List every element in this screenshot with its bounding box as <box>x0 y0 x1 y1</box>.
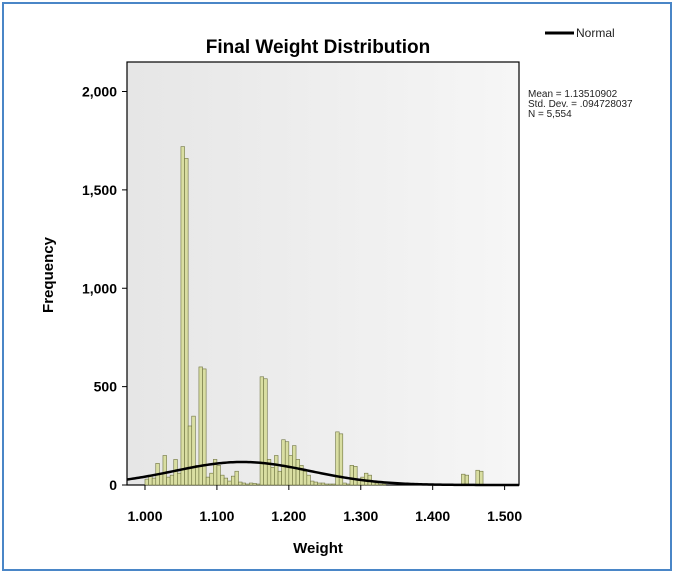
histogram-bar <box>180 146 185 486</box>
histogram-bar <box>310 480 315 486</box>
histogram-bar <box>191 415 196 486</box>
y-tick-label: 1,000 <box>82 280 117 296</box>
histogram-bar <box>461 473 466 486</box>
stat-std-dev: Std. Dev. = .094728037 <box>528 99 633 110</box>
histogram-bar <box>382 483 387 486</box>
histogram-bar <box>151 477 157 486</box>
histogram-bar <box>184 158 189 486</box>
histogram-bar <box>284 441 290 486</box>
normal-curve <box>126 460 519 487</box>
histogram-bar <box>324 483 329 486</box>
stat-mean: Mean = 1.13510902 <box>528 89 618 100</box>
histogram-bar <box>338 433 344 486</box>
x-tick-label: 1.000 <box>127 508 162 524</box>
stat-n: N = 5,554 <box>528 109 572 120</box>
histogram-bar <box>346 483 351 486</box>
histogram-bar <box>349 465 354 486</box>
histogram-bar <box>342 482 347 486</box>
histogram-bar <box>317 482 322 486</box>
histogram-bar <box>177 472 182 486</box>
y-tick-label: 1,500 <box>82 182 117 198</box>
histogram-bar <box>238 481 243 486</box>
histogram-bar <box>187 425 193 486</box>
x-tick-label: 1.500 <box>487 508 522 524</box>
histogram-bar <box>313 481 318 486</box>
histogram-bar <box>252 483 257 486</box>
legend-label-normal: Normal <box>576 26 615 40</box>
histogram-bar <box>331 483 336 486</box>
histogram-bar <box>378 483 383 486</box>
histogram-bar <box>248 482 254 486</box>
histogram-bar <box>288 455 293 486</box>
histogram-bar <box>274 455 279 486</box>
histogram-bar <box>230 475 236 486</box>
legend: Normal <box>545 26 615 40</box>
histogram-bar <box>227 480 232 486</box>
histogram-bar <box>295 459 300 486</box>
histogram-bar <box>328 483 333 486</box>
histogram-bar <box>162 455 167 486</box>
histogram-bar <box>202 368 207 486</box>
y-tick-label: 2,000 <box>82 84 117 100</box>
y-axis-label: Frequency <box>40 236 57 313</box>
histogram-bar <box>292 445 297 486</box>
x-tick-label: 1.400 <box>415 508 450 524</box>
y-axis: 0 500 1,000 1,500 2,000 <box>82 84 127 493</box>
histogram-bar <box>281 439 286 486</box>
histogram-bar <box>475 469 480 486</box>
histogram-bar <box>364 472 369 486</box>
x-tick-label: 1.200 <box>271 508 306 524</box>
histogram-bar <box>479 470 484 486</box>
y-tick-label: 0 <box>109 477 117 493</box>
histogram-bar <box>302 470 308 486</box>
histogram-bar <box>259 376 264 486</box>
histogram-bar <box>353 466 358 486</box>
histogram-bar <box>220 474 225 486</box>
histogram-bar <box>245 483 250 486</box>
x-tick-label: 1.100 <box>199 508 234 524</box>
x-axis-label: Weight <box>293 540 343 557</box>
histogram-bar <box>148 475 153 486</box>
histogram-bar <box>306 474 311 486</box>
histogram-bar <box>169 474 175 486</box>
histogram-bar <box>464 474 469 486</box>
histogram-bar <box>205 476 211 486</box>
histogram-bar <box>241 482 246 486</box>
histogram-bar <box>277 470 282 486</box>
histogram-bar <box>209 472 214 486</box>
y-tick-label: 500 <box>94 379 118 395</box>
chart-title: Final Weight Distribution <box>206 37 430 58</box>
histogram-bar <box>234 470 239 486</box>
histogram-bar <box>270 466 275 486</box>
histogram-bar <box>216 465 221 486</box>
x-axis: 1.000 1.100 1.200 1.300 1.400 1.500 <box>127 485 522 524</box>
x-tick-label: 1.300 <box>343 508 378 524</box>
stats-box: Mean = 1.13510902 Std. Dev. = .094728037… <box>528 89 633 120</box>
histogram-bar <box>374 482 380 486</box>
histogram-bar <box>320 482 326 486</box>
histogram-bar <box>144 478 149 486</box>
histogram-bar <box>256 483 261 486</box>
plot-area <box>126 61 520 486</box>
histogram-bar <box>166 476 171 486</box>
histogram-bar <box>263 378 268 486</box>
histogram-bar <box>223 477 229 486</box>
histogram-bar <box>195 465 200 486</box>
